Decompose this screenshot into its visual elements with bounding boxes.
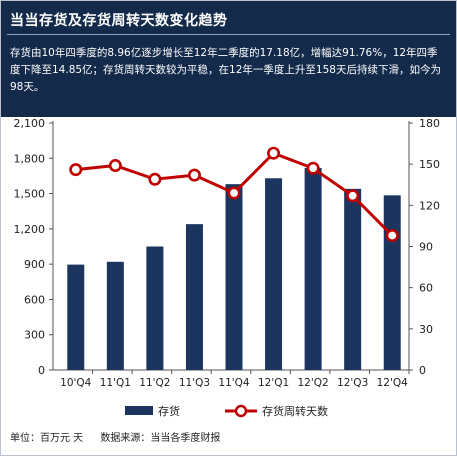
y-right-tick-label: 60 bbox=[419, 282, 433, 295]
x-tick-label: 12'Q2 bbox=[298, 377, 329, 389]
bar-inventory bbox=[106, 261, 124, 370]
bar-inventory bbox=[265, 178, 283, 370]
y-right-tick-label: 180 bbox=[419, 117, 440, 130]
legend-bar-swatch bbox=[125, 406, 153, 415]
y-left-tick-label: 2,100 bbox=[14, 117, 46, 130]
chart-title: 当当存货及存货周转天数变化趋势 bbox=[10, 13, 228, 29]
y-right-tick-label: 150 bbox=[419, 158, 440, 171]
x-tick-label: 12'Q4 bbox=[377, 377, 409, 389]
legend-line-label: 存货周转天数 bbox=[262, 404, 328, 418]
x-tick-label: 11'Q3 bbox=[179, 377, 210, 389]
bar-inventory bbox=[146, 246, 164, 370]
y-right-tick-label: 90 bbox=[419, 241, 433, 254]
x-tick-label: 11'Q2 bbox=[139, 377, 170, 389]
line-point bbox=[108, 159, 122, 173]
bar-inventory bbox=[225, 184, 243, 370]
y-left-tick-label: 1,500 bbox=[14, 188, 46, 201]
line-point bbox=[267, 146, 281, 160]
y-right-tick-label: 120 bbox=[419, 199, 440, 212]
x-tick-label: 10'Q4 bbox=[60, 377, 92, 389]
legend-bar-label: 存货 bbox=[158, 404, 180, 418]
source-note: 数据来源：当当各季度财报 bbox=[100, 433, 221, 444]
y-left-tick-label: 600 bbox=[24, 293, 45, 306]
bar-inventory bbox=[344, 188, 362, 370]
unit-note: 单位：百万元 天 bbox=[10, 433, 84, 444]
y-right-tick-label: 30 bbox=[419, 323, 433, 336]
line-point bbox=[227, 186, 241, 200]
legend-line-marker bbox=[234, 404, 248, 418]
x-tick-label: 11'Q1 bbox=[100, 377, 131, 389]
y-left-tick-label: 1,200 bbox=[14, 223, 46, 236]
y-left-tick-label: 300 bbox=[24, 329, 45, 342]
line-point bbox=[69, 163, 83, 177]
header-divider bbox=[7, 34, 450, 35]
y-left-tick-label: 1,800 bbox=[14, 152, 46, 165]
bar-inventory bbox=[185, 224, 203, 370]
chart-footer: 单位：百万元 天 数据来源：当当各季度财报 bbox=[10, 429, 234, 444]
chart-description: 存货由10年四季度的8.96亿逐步增长至12年二季度的17.18亿，增幅达91.… bbox=[10, 47, 441, 93]
line-point bbox=[148, 172, 162, 186]
y-right-tick-label: 0 bbox=[419, 364, 426, 377]
line-point bbox=[306, 161, 320, 175]
x-tick-label: 11'Q4 bbox=[218, 377, 250, 389]
bar-inventory bbox=[383, 195, 401, 370]
x-tick-label: 12'Q3 bbox=[337, 377, 368, 389]
chart-header: 当当存货及存货周转天数变化趋势 存货由10年四季度的8.96亿逐步增长至12年二… bbox=[1, 1, 456, 117]
bar-inventory bbox=[304, 167, 322, 370]
y-left-tick-label: 0 bbox=[38, 364, 45, 377]
x-tick-label: 12'Q1 bbox=[258, 377, 289, 389]
line-point bbox=[187, 168, 201, 182]
bar-inventory bbox=[67, 264, 85, 370]
y-left-tick-label: 900 bbox=[24, 258, 45, 271]
line-point bbox=[385, 229, 399, 243]
line-point bbox=[346, 189, 360, 203]
